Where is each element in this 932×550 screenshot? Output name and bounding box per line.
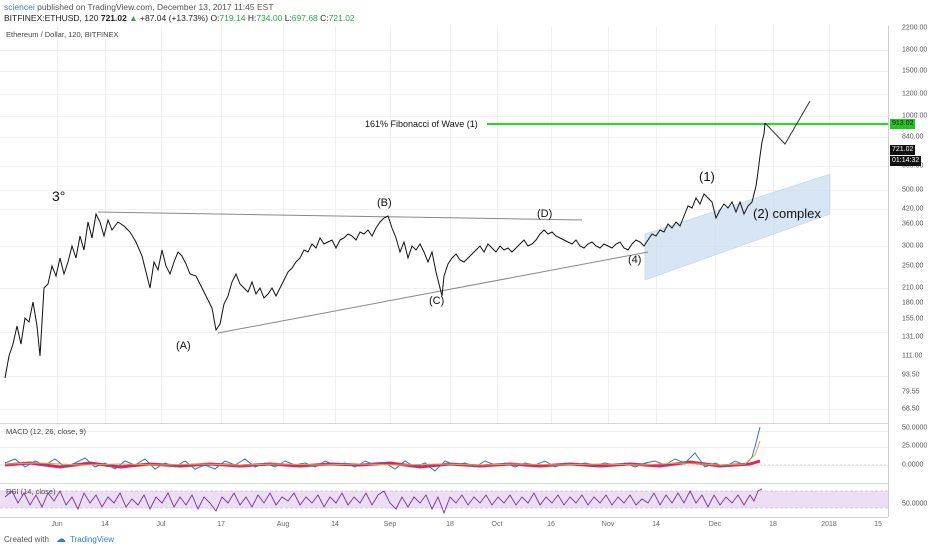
time-tick: 14 xyxy=(331,521,339,528)
last-price-tag: 721.02 xyxy=(890,145,916,155)
tradingview-logo-icon[interactable]: ☁ xyxy=(56,534,66,545)
high-label: H: xyxy=(247,13,257,23)
time-tick: Dec xyxy=(708,521,722,528)
footer: Created with ☁ TradingView xyxy=(0,530,932,550)
low-value: 697.68 xyxy=(291,13,318,23)
close-label: C: xyxy=(320,13,329,23)
wave-4-label: (4) xyxy=(628,254,642,266)
wave-a-label: (A) xyxy=(176,340,191,352)
time-tick: 18 xyxy=(769,521,777,528)
time-axis[interactable]: Jun 14 Jul 17 Aug 14 Sep 18 Oct 16 Nov 1… xyxy=(0,517,888,531)
rsi-pane[interactable]: RSI (14, close) xyxy=(0,483,888,518)
wave-2-label: (2) complex xyxy=(753,206,821,221)
publish-text: published on TradingView.com, December 1… xyxy=(37,2,274,12)
price-tick: 600.00 xyxy=(902,162,924,170)
chart-title: Ethereum / Dollar, 120, BITFINEX xyxy=(6,30,119,39)
macd-title: MACD (12, 26, close, 9) xyxy=(6,427,87,436)
wave-degree-label: 3° xyxy=(52,188,66,204)
macd-tick: 50.0000 xyxy=(902,424,928,432)
time-tick: Nov xyxy=(601,521,615,528)
price-tick: 360.00 xyxy=(902,220,924,228)
time-tick: Jun xyxy=(51,521,63,528)
macd-pane[interactable]: MACD (12, 26, close, 9) xyxy=(0,423,888,484)
price-tick: 131.00 xyxy=(902,333,924,341)
up-arrow-icon: ▲ xyxy=(129,13,138,23)
rsi-chart-svg xyxy=(0,488,888,515)
low-label: L: xyxy=(284,13,292,23)
time-tick: 15 xyxy=(874,521,882,528)
price-tick: 2200.00 xyxy=(902,24,928,32)
created-with-text: Created with xyxy=(4,535,49,544)
time-tick: Aug xyxy=(276,521,290,528)
wave-b-label: (B) xyxy=(377,197,392,209)
macd-tick: 0.0000 xyxy=(902,461,924,469)
price-tick: 1500.00 xyxy=(902,67,928,75)
time-tick: Jul xyxy=(156,521,166,528)
wave-1-label: (1) xyxy=(699,169,715,184)
time-tick: 14 xyxy=(652,521,660,528)
fib-price-tag: 913.02 xyxy=(890,119,916,129)
price-axis[interactable]: 2200.00 1800.00 1500.00 1200.00 1000.00 … xyxy=(888,24,932,517)
price-tick: 250.00 xyxy=(902,262,924,270)
chart-header: sciencei published on TradingView.com, D… xyxy=(0,0,932,32)
price-chart-svg xyxy=(4,100,888,379)
time-tick: Sep xyxy=(383,521,397,528)
time-tick: 14 xyxy=(101,521,109,528)
price-tick: 500.00 xyxy=(902,186,924,194)
uptrend-channel xyxy=(644,173,831,281)
ohlc-legend: BITFINEX:ETHUSD, 120 721.02 ▲ +87.04 (+1… xyxy=(4,13,355,24)
price-tick: 210.00 xyxy=(902,284,924,292)
time-tick: 2018 xyxy=(821,521,837,528)
price-line xyxy=(4,122,766,379)
price-tick: 180.00 xyxy=(902,299,924,307)
rsi-tick: 50.0000 xyxy=(902,500,928,508)
price-tick: 93.50 xyxy=(902,371,920,379)
macd-chart-svg xyxy=(0,426,888,472)
publish-info: sciencei published on TradingView.com, D… xyxy=(4,2,274,13)
price-tick: 420.00 xyxy=(902,205,924,213)
wave-c-label: (C) xyxy=(429,295,445,307)
signal-line xyxy=(4,440,761,466)
time-tick: 16 xyxy=(547,521,555,528)
wave-d-label: (D) xyxy=(537,208,553,220)
high-value: 734.00 xyxy=(256,13,283,23)
price-tick: 68.50 xyxy=(902,405,920,413)
open-value: 719.14 xyxy=(219,13,246,23)
price-tick: 1000.00 xyxy=(902,112,928,120)
price-tick: 1200.00 xyxy=(902,90,928,98)
price-tick: 1800.00 xyxy=(902,46,928,54)
close-value: 721.02 xyxy=(328,13,355,23)
time-tick: 18 xyxy=(446,521,454,528)
triangle-upper-line xyxy=(97,211,583,221)
change-value: +87.04 (+13.73%) xyxy=(140,13,209,23)
macd-tick: 25.0000 xyxy=(902,442,928,450)
countdown-tag: 01:14:32 xyxy=(890,156,922,166)
projection-path xyxy=(764,100,811,145)
price-tick: 300.00 xyxy=(902,242,924,250)
price-pane[interactable]: Ethereum / Dollar, 120, BITFINEX 161% Fi… xyxy=(0,26,888,424)
last-price: 721.02 xyxy=(100,13,127,23)
tradingview-brand-link[interactable]: TradingView xyxy=(70,535,115,544)
fib-label: 161% Fibonacci of Wave (1) xyxy=(365,119,478,129)
rsi-title: RSI (14, close) xyxy=(6,487,56,496)
symbol-label[interactable]: BITFINEX:ETHUSD, 120 xyxy=(4,13,99,23)
price-tick: 111.00 xyxy=(902,352,923,360)
rsi-line xyxy=(4,488,763,515)
price-tick: 840.00 xyxy=(902,133,924,141)
triangle-lower-line xyxy=(217,251,649,334)
price-tick: 79.55 xyxy=(902,388,920,396)
macd-histogram xyxy=(4,459,761,469)
open-label: O: xyxy=(210,13,220,23)
price-tick: 155.00 xyxy=(902,315,924,323)
time-tick: Oct xyxy=(491,521,503,528)
time-tick: 17 xyxy=(217,521,225,528)
author-link[interactable]: sciencei xyxy=(4,2,35,12)
